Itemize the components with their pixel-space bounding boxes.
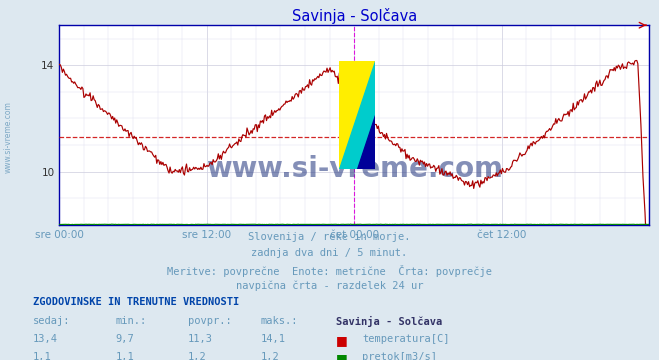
Text: temperatura[C]: temperatura[C]	[362, 334, 450, 344]
Text: 11,3: 11,3	[188, 334, 213, 344]
Text: zadnja dva dni / 5 minut.: zadnja dva dni / 5 minut.	[251, 248, 408, 258]
Text: pretok[m3/s]: pretok[m3/s]	[362, 352, 438, 360]
Text: 1,1: 1,1	[33, 352, 51, 360]
Text: ZGODOVINSKE IN TRENUTNE VREDNOSTI: ZGODOVINSKE IN TRENUTNE VREDNOSTI	[33, 297, 239, 307]
Text: ■: ■	[336, 352, 348, 360]
Text: maks.:: maks.:	[260, 316, 298, 326]
Polygon shape	[339, 61, 375, 169]
Polygon shape	[339, 61, 375, 169]
Text: 14,1: 14,1	[260, 334, 285, 344]
Text: navpična črta - razdelek 24 ur: navpična črta - razdelek 24 ur	[236, 281, 423, 291]
Text: 1,1: 1,1	[115, 352, 134, 360]
Polygon shape	[357, 115, 375, 169]
Text: Slovenija / reke in morje.: Slovenija / reke in morje.	[248, 232, 411, 242]
Text: min.:: min.:	[115, 316, 146, 326]
Title: Savinja - Solčava: Savinja - Solčava	[291, 8, 417, 24]
Text: www.si-vreme.com: www.si-vreme.com	[3, 101, 13, 173]
Text: Meritve: povprečne  Enote: metrične  Črta: povprečje: Meritve: povprečne Enote: metrične Črta:…	[167, 265, 492, 276]
Text: 1,2: 1,2	[260, 352, 279, 360]
Text: 1,2: 1,2	[188, 352, 206, 360]
Text: sedaj:: sedaj:	[33, 316, 71, 326]
Text: 9,7: 9,7	[115, 334, 134, 344]
Text: www.si-vreme.com: www.si-vreme.com	[206, 155, 503, 183]
Text: Savinja - Solčava: Savinja - Solčava	[336, 316, 442, 327]
Text: 13,4: 13,4	[33, 334, 58, 344]
Text: ■: ■	[336, 334, 348, 347]
Text: povpr.:: povpr.:	[188, 316, 231, 326]
